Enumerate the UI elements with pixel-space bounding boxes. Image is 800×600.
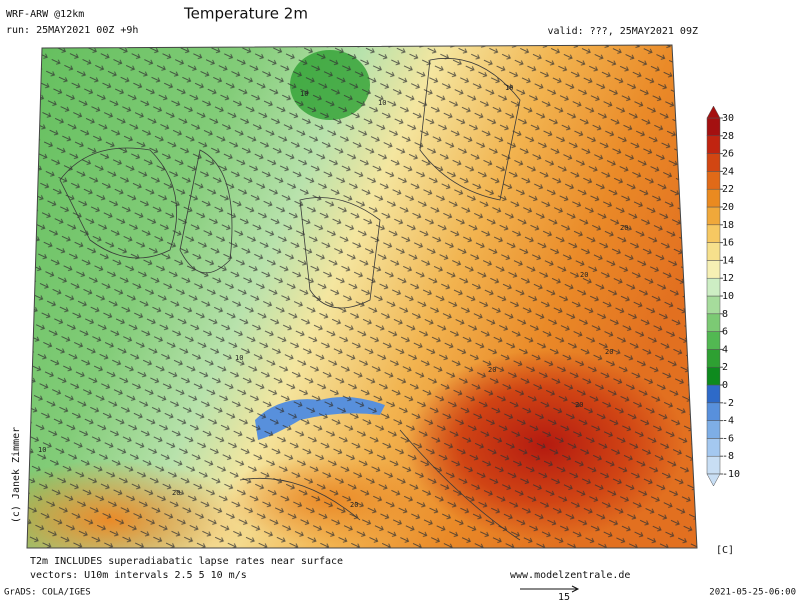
contour-label: 20: [350, 501, 358, 509]
colorbar-segment: [706, 384, 721, 404]
colorbar-label: 4: [722, 344, 728, 355]
valid-label: valid: ???, 25MAY2021 09Z: [547, 26, 698, 37]
colorbar-segment: [706, 295, 721, 315]
colorbar-segment: [706, 331, 721, 350]
contour-label: 20: [605, 348, 613, 356]
colorbar-segment: [706, 224, 721, 243]
colorbar-label: 24: [722, 166, 734, 177]
colorbar-label: -2: [722, 398, 734, 409]
colorbar-label: -10: [722, 469, 740, 480]
colorbar-end: [706, 473, 721, 487]
colorbar-label: 30: [722, 113, 734, 124]
contour-label: 10: [38, 446, 46, 454]
colorbar-segment: [706, 366, 721, 386]
colorbar-segment: [706, 242, 721, 261]
colorbar-label: 6: [722, 327, 728, 338]
colorbar-segment: [706, 313, 721, 332]
model-label: WRF-ARW @12km: [6, 9, 84, 20]
contour-label: 20: [488, 366, 496, 374]
contour-label: 20: [620, 224, 628, 232]
contour-label: 10: [235, 354, 243, 362]
colorbar-label: 28: [722, 131, 734, 142]
contour-label: 20: [172, 489, 180, 497]
contour-label: 10: [378, 99, 386, 107]
run-label: run: 25MAY2021 00Z +9h: [6, 25, 138, 36]
colorbar-segment: [706, 402, 721, 421]
colorbar-label: -8: [722, 451, 734, 462]
colorbar-segment: [706, 455, 721, 475]
map-labels: 10 10 10 10 10 20 20 20 20 20 20 20: [38, 84, 628, 509]
chart-title: Temperature 2m: [183, 5, 308, 23]
colorbar-label: 16: [722, 238, 734, 249]
colorbar-label: 10: [722, 291, 734, 302]
colorbar-label: 18: [722, 220, 734, 231]
colorbar-segment: [706, 188, 721, 208]
colorbar-label: 8: [722, 309, 728, 320]
colorbar-label: 20: [722, 202, 734, 213]
colorbar-label: 0: [722, 380, 728, 391]
footer-note: vectors: U10m intervals 2.5 5 10 m/s: [30, 570, 247, 581]
colorbar-label: -6: [722, 433, 734, 444]
colorbar-segment: [706, 117, 721, 137]
map-border: [26, 44, 698, 549]
colorbar-label: -4: [722, 416, 734, 427]
colorbar-unit: [C]: [716, 545, 734, 556]
colorbar-end: [706, 105, 721, 119]
vector-reference-arrow: [520, 585, 580, 593]
credit: (c) Janek Zimmer: [11, 427, 22, 523]
colorbar-segment: [706, 438, 721, 457]
contour-label: 20: [575, 401, 583, 409]
colorbar-segment: [706, 260, 721, 279]
colorbar-segment: [706, 171, 721, 190]
vector-reference-label: 15: [558, 592, 570, 600]
colorbar-label: 26: [722, 149, 734, 160]
colorbar-segment: [706, 135, 721, 154]
colorbar-segment: [706, 277, 721, 297]
colorbar-segment: [706, 206, 721, 226]
colorbar-label: 12: [722, 273, 734, 284]
colorbar-segment: [706, 420, 721, 439]
wind-vectors: [27, 45, 697, 548]
footer-note: T2m INCLUDES superadiabatic lapse rates …: [30, 556, 343, 567]
colorbar-label: 14: [722, 255, 734, 266]
grads-label: GrADS: COLA/IGES: [4, 588, 91, 598]
site-url: www.modelzentrale.de: [510, 570, 630, 581]
contour-label: 10: [505, 84, 513, 92]
colorbar-segment: [706, 153, 721, 172]
timestamp: 2021-05-25-06:00: [709, 588, 796, 598]
colorbar-label: 22: [722, 184, 734, 195]
contour-label: 10: [300, 90, 308, 98]
contour-label: 20: [580, 271, 588, 279]
map: [27, 45, 697, 548]
colorbar-segment: [706, 349, 721, 368]
colorbar-label: 2: [722, 362, 728, 373]
